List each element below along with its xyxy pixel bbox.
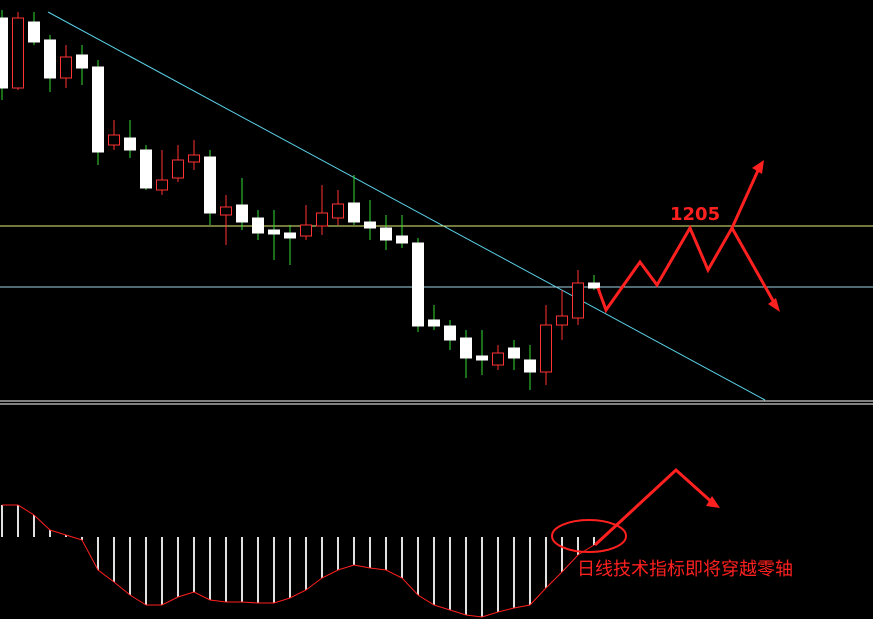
candle-body: [268, 229, 280, 235]
forecast-arrow: [596, 224, 778, 314]
trend-line: [47, 11, 766, 401]
forecast-arrow: [593, 467, 717, 547]
candle-body: [508, 347, 520, 359]
candle-body: [396, 235, 408, 244]
candle-body: [364, 221, 376, 229]
candle-body: [204, 156, 216, 214]
candle-body: [444, 325, 456, 341]
macd-line: [2, 504, 595, 618]
candle-body: [28, 21, 40, 43]
candle-body: [332, 203, 344, 219]
highlight-ellipse: [551, 519, 627, 553]
candle-body: [172, 159, 184, 179]
candle-body: [588, 282, 600, 289]
forecast-arrow: [730, 165, 762, 229]
candle-body: [492, 352, 504, 366]
candle-body: [140, 149, 152, 189]
candle-body: [76, 54, 88, 69]
candle-body: [92, 66, 104, 153]
candle-body: [156, 179, 168, 191]
candle-body: [316, 212, 328, 227]
candle-body: [236, 204, 248, 223]
candle-body: [220, 206, 232, 216]
candle-body: [44, 39, 56, 79]
candle-body: [0, 17, 8, 89]
candle-body: [428, 319, 440, 327]
candle-body: [108, 134, 120, 146]
arrow-head: [768, 298, 780, 312]
candle-body: [284, 232, 296, 239]
candle-body: [300, 224, 312, 237]
candle-body: [380, 227, 392, 241]
candle-body: [572, 282, 584, 319]
level-label: 1205: [670, 204, 720, 225]
candle-body: [348, 202, 360, 223]
candle-body: [460, 337, 472, 359]
candle-body: [252, 217, 264, 234]
annotation: 日线技术指标即将穿越零轴: [577, 559, 793, 580]
candle-body: [188, 154, 200, 163]
candle-body: [524, 359, 536, 373]
candle-body: [540, 324, 552, 373]
candle-body: [12, 17, 24, 89]
candle-body: [124, 137, 136, 151]
candle-body: [476, 355, 488, 361]
arrow-head: [706, 496, 720, 508]
candle-body: [60, 56, 72, 79]
candle-body: [556, 315, 568, 326]
candle-body: [412, 242, 424, 327]
arrow-head: [752, 160, 764, 174]
